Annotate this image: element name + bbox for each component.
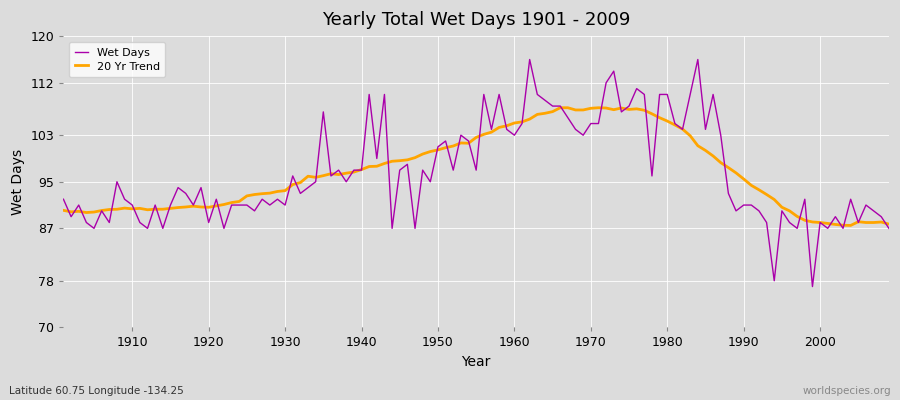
Wet Days — [884, 226, 895, 231]
Wet Days — [525, 57, 535, 62]
20 Yr Trend — [333, 172, 344, 177]
20 Yr Trend — [884, 222, 895, 226]
20 Yr Trend — [58, 208, 68, 213]
Y-axis label: Wet Days: Wet Days — [11, 149, 25, 215]
Wet Days — [501, 127, 512, 132]
20 Yr Trend — [554, 105, 565, 110]
Wet Days — [509, 133, 520, 138]
X-axis label: Year: Year — [462, 355, 490, 369]
20 Yr Trend — [501, 123, 512, 128]
20 Yr Trend — [119, 206, 130, 210]
Line: Wet Days: Wet Days — [63, 60, 889, 286]
20 Yr Trend — [287, 182, 298, 187]
20 Yr Trend — [509, 120, 520, 125]
20 Yr Trend — [845, 223, 856, 228]
Text: worldspecies.org: worldspecies.org — [803, 386, 891, 396]
Wet Days — [807, 284, 818, 289]
Wet Days — [119, 197, 130, 202]
Wet Days — [287, 174, 298, 178]
Title: Yearly Total Wet Days 1901 - 2009: Yearly Total Wet Days 1901 - 2009 — [322, 11, 630, 29]
Wet Days — [608, 69, 619, 74]
Legend: Wet Days, 20 Yr Trend: Wet Days, 20 Yr Trend — [69, 42, 166, 77]
Wet Days — [333, 168, 344, 172]
Wet Days — [58, 197, 68, 202]
Text: Latitude 60.75 Longitude -134.25: Latitude 60.75 Longitude -134.25 — [9, 386, 184, 396]
20 Yr Trend — [608, 107, 619, 112]
Line: 20 Yr Trend: 20 Yr Trend — [63, 108, 889, 226]
